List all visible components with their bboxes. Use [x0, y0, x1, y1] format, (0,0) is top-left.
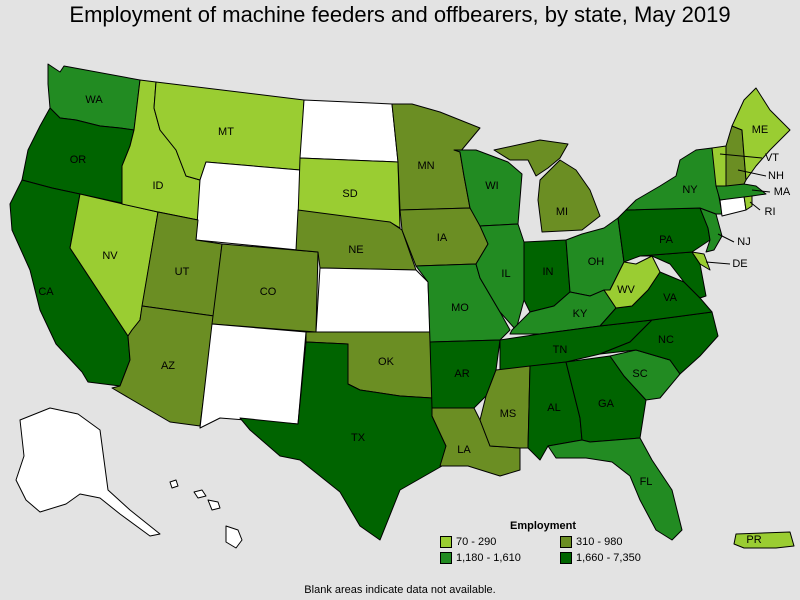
label-AL: AL: [547, 402, 560, 414]
label-DE: DE: [732, 258, 747, 270]
legend-item-2: 310 - 980: [560, 536, 622, 548]
label-RI: RI: [765, 206, 776, 218]
label-CA: CA: [38, 286, 54, 298]
state-NY[interactable]: [625, 147, 723, 215]
state-WV[interactable]: [603, 255, 661, 309]
label-WA: WA: [85, 94, 103, 106]
label-PR: PR: [746, 534, 761, 546]
label-KY: KY: [573, 308, 588, 320]
label-leader-lines: [705, 153, 771, 265]
legend-title: Employment: [510, 520, 577, 532]
legend-label: 310 - 980: [576, 536, 623, 548]
state-ND[interactable]: [299, 99, 399, 163]
label-AZ: AZ: [161, 360, 175, 372]
legend-swatch: [560, 536, 572, 548]
label-UT: UT: [175, 266, 190, 278]
label-VT: VT: [765, 152, 779, 164]
state-LA[interactable]: [431, 407, 521, 477]
label-NC: NC: [658, 334, 674, 346]
state-IL[interactable]: [475, 223, 525, 331]
label-IN: IN: [543, 266, 554, 278]
label-FL: FL: [640, 476, 653, 488]
legend-swatch: [560, 552, 572, 564]
label-LA: LA: [457, 444, 471, 456]
label-PA: PA: [659, 234, 674, 246]
footnote: Blank areas indicate data not available.: [304, 584, 496, 596]
label-OH: OH: [588, 256, 605, 268]
state-PR[interactable]: [733, 531, 795, 549]
label-SD: SD: [342, 188, 357, 200]
legend-label: 1,180 - 1,610: [456, 552, 521, 564]
label-ID: ID: [153, 180, 164, 192]
label-CO: CO: [260, 286, 277, 298]
legend-item-4: 1,660 - 7,350: [560, 552, 641, 564]
legend-swatch: [440, 536, 452, 548]
label-NE: NE: [348, 244, 363, 256]
label-MA: MA: [774, 186, 791, 198]
label-OK: OK: [378, 356, 395, 368]
label-MN: MN: [417, 160, 434, 172]
label-TX: TX: [351, 432, 366, 444]
label-MI: MI: [556, 206, 568, 218]
map-title: Employment of machine feeders and offbea…: [69, 2, 731, 27]
legend-label: 1,660 - 7,350: [576, 552, 641, 564]
label-NH: NH: [768, 170, 784, 182]
state-DE[interactable]: [691, 251, 711, 271]
label-NJ: NJ: [737, 236, 750, 248]
label-IL: IL: [501, 268, 510, 280]
label-NV: NV: [102, 250, 118, 262]
label-GA: GA: [598, 398, 615, 410]
label-SC: SC: [632, 368, 647, 380]
state-AK[interactable]: [15, 407, 161, 537]
label-IA: IA: [437, 232, 448, 244]
label-MS: MS: [500, 408, 517, 420]
state-FL[interactable]: [547, 437, 683, 541]
label-TN: TN: [553, 344, 568, 356]
label-VA: VA: [663, 292, 678, 304]
legend-item-1: 70 - 290: [440, 536, 496, 548]
state-NJ[interactable]: [699, 207, 723, 253]
legend-swatch: [440, 552, 452, 564]
state-NC[interactable]: [599, 311, 719, 375]
state-MI[interactable]: [493, 139, 601, 233]
legend-label: 70 - 290: [456, 536, 497, 548]
state-HI[interactable]: [169, 479, 243, 549]
state-KS[interactable]: [315, 267, 431, 333]
label-WV: WV: [617, 284, 635, 296]
label-MT: MT: [218, 126, 234, 138]
legend-item-3: 1,180 - 1,610: [440, 552, 521, 564]
label-OR: OR: [70, 154, 87, 166]
label-ME: ME: [752, 124, 769, 136]
state-NM[interactable]: [199, 323, 307, 429]
label-WI: WI: [485, 180, 498, 192]
label-AR: AR: [454, 368, 469, 380]
state-WY[interactable]: [195, 161, 301, 251]
label-MO: MO: [451, 302, 469, 314]
label-NY: NY: [682, 184, 698, 196]
state-TX[interactable]: [239, 341, 447, 541]
